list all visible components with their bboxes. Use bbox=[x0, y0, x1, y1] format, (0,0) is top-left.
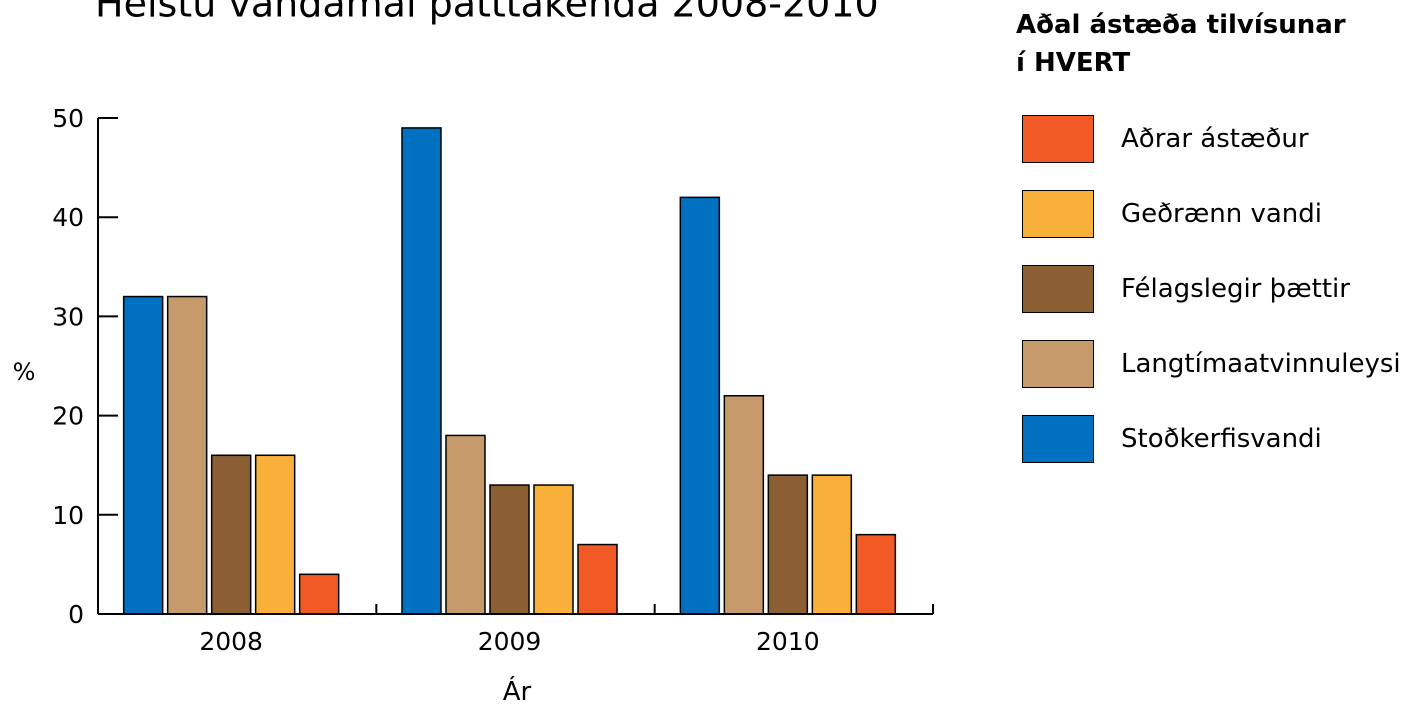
legend-item-4: Langtímaatvinnuleysi bbox=[1022, 340, 1422, 390]
y-tick-label-40: 40 bbox=[52, 203, 84, 232]
y-tick-label-30: 30 bbox=[52, 302, 84, 331]
plot-area: 2008 2009 2010 0 10 20 30 40 50 bbox=[52, 104, 934, 656]
legend-label: Stoðkerfisvandi bbox=[1121, 424, 1322, 454]
legend-item-1: Aðrar ástæður bbox=[1022, 115, 1422, 165]
bar-2008-2 bbox=[166, 295, 208, 615]
bar-2010-1 bbox=[679, 196, 721, 615]
bar-2009-2 bbox=[445, 434, 486, 615]
legend-label: Langtímaatvinnuleysi bbox=[1121, 349, 1401, 379]
y-axis-label: % bbox=[13, 358, 36, 386]
bar-2008-5 bbox=[298, 573, 340, 615]
x-tick-label-2010: 2010 bbox=[756, 627, 820, 656]
legend-swatch bbox=[1022, 190, 1094, 238]
x-tick-label-2009: 2009 bbox=[478, 627, 542, 656]
bar-2010-4 bbox=[811, 474, 853, 615]
bar-2008-1 bbox=[122, 295, 164, 615]
legend-swatch bbox=[1022, 115, 1094, 163]
bar-2010-5 bbox=[855, 533, 897, 615]
legend-swatch bbox=[1022, 340, 1094, 388]
legend-label: Aðrar ástæður bbox=[1121, 124, 1309, 154]
y-tick-label-20: 20 bbox=[52, 402, 84, 431]
legend-swatch bbox=[1022, 265, 1094, 313]
legend-item-3: Félagslegir þættir bbox=[1022, 265, 1422, 315]
legend-item-2: Geðrænn vandi bbox=[1022, 190, 1422, 240]
legend: Aðal ástæða tilvísunar í HVERT Aðrar ást… bbox=[1016, 6, 1421, 463]
bar-2008-3 bbox=[210, 454, 252, 615]
bar-2008-4 bbox=[254, 454, 296, 615]
chart-title: Helstu vandamál þátttakenda 2008-2010 bbox=[95, 0, 879, 26]
bar-2009-5 bbox=[577, 543, 618, 615]
y-tick-label-50: 50 bbox=[52, 104, 84, 133]
bar-2009-3 bbox=[489, 484, 530, 615]
legend-label: Geðrænn vandi bbox=[1121, 199, 1323, 229]
bar-2009-1 bbox=[401, 127, 442, 615]
bar-2010-2 bbox=[723, 395, 765, 615]
legend-title: Aðal ástæða tilvísunar í HVERT bbox=[1016, 10, 1346, 78]
bar-2010-3 bbox=[767, 474, 809, 615]
x-tick-label-2008: 2008 bbox=[199, 627, 263, 656]
legend-item-5: Stoðkerfisvandi bbox=[1022, 415, 1422, 465]
y-tick-label-0: 0 bbox=[68, 600, 84, 629]
legend-label: Félagslegir þættir bbox=[1121, 274, 1350, 304]
bar-2009-4 bbox=[533, 484, 574, 615]
x-axis-label: Ár bbox=[503, 675, 532, 706]
y-tick-label-10: 10 bbox=[52, 501, 84, 530]
legend-swatch bbox=[1022, 415, 1094, 463]
